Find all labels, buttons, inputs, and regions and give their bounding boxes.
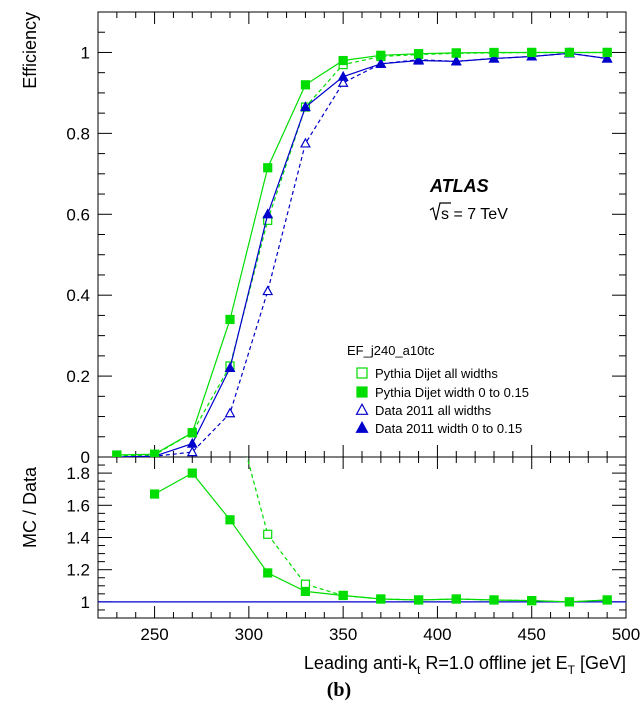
data-point [488, 52, 500, 63]
data-point [225, 515, 235, 525]
energy-value: = 7 TeV [449, 206, 508, 223]
data-point [262, 285, 274, 296]
y-tick-label: 0.2 [66, 367, 90, 386]
data-point [337, 76, 349, 87]
y-tick-label: 1.8 [66, 464, 90, 483]
x-axis-title: Leading anti-kt R=1.0 offline jet ET [Ge… [304, 653, 626, 677]
panel-label: (b) [327, 679, 351, 701]
x-axis-title-part: [GeV] [575, 653, 626, 673]
ratio-axis-title: MC / Data [20, 466, 40, 548]
energy-label: s = 7 TeV [441, 206, 508, 223]
y-tick-label: 0 [81, 448, 90, 467]
data-point [187, 428, 197, 438]
data-point [337, 70, 349, 81]
energy-variable: s [441, 206, 449, 223]
x-tick-label: 500 [612, 625, 640, 644]
y-tick-label: 0.8 [66, 124, 90, 143]
data-point [262, 208, 274, 219]
data-point [300, 137, 311, 148]
data-point [564, 597, 575, 607]
data-point [413, 54, 424, 65]
x-tick-label: 400 [423, 625, 451, 644]
data-point [451, 48, 461, 58]
y-axis-title: Efficiency [20, 12, 40, 89]
data-point [187, 468, 197, 478]
x-axis-title-subscript: t [417, 663, 421, 677]
data-point [527, 596, 537, 606]
x-tick-label: 350 [329, 625, 357, 644]
legend-item: Data 2011 width 0 to 0.15 [355, 420, 522, 436]
data-point [149, 449, 160, 457]
y-tick-label: 1 [81, 43, 90, 62]
data-point [263, 529, 273, 539]
y-tick-label: 1 [81, 593, 90, 612]
data-point [338, 590, 348, 601]
data-point [413, 49, 424, 59]
series-line [116, 51, 608, 456]
y-tick-label: 0.6 [66, 205, 90, 224]
data-point [263, 568, 273, 578]
y-tick-label: 1.2 [66, 561, 90, 580]
data-point [300, 101, 311, 112]
y-tick-label: 1.6 [66, 496, 90, 515]
data-point [376, 50, 386, 60]
x-tick-label: 450 [518, 625, 546, 644]
legend-title: EF_j240_a10tc [347, 343, 435, 358]
data-point [186, 446, 198, 457]
data-point [564, 47, 575, 58]
series-efficiency-0 [112, 47, 612, 457]
x-axis-title-subscript: T [568, 663, 576, 677]
legend-marker [356, 386, 368, 398]
legend-label: Data 2011 width 0 to 0.15 [375, 421, 522, 436]
data-point [300, 80, 311, 90]
data-point [450, 55, 462, 66]
data-point [225, 314, 235, 325]
legend-item: Pythia Dijet width 0 to 0.15 [356, 385, 529, 400]
data-point [375, 57, 387, 68]
y-tick-label: 1.4 [66, 529, 90, 548]
data-point [602, 595, 612, 605]
data-point [263, 163, 273, 173]
legend-label: Pythia Dijet width 0 to 0.15 [375, 385, 529, 400]
series-efficiency-2 [113, 47, 613, 457]
data-point [376, 594, 386, 604]
data-point [300, 586, 311, 597]
atlas-label: ATLAS [429, 176, 489, 196]
data-point [224, 362, 236, 373]
series-ratio-1 [149, 468, 612, 607]
legend-label: Pythia Dijet all widths [375, 366, 498, 381]
x-axis-title-part: R=1.0 offline jet E [420, 653, 567, 673]
legend-marker [355, 420, 369, 433]
legend-label: Data 2011 all widths [375, 403, 492, 418]
x-tick-label: 300 [235, 625, 263, 644]
series-ratio-0 [246, 457, 612, 607]
data-point [527, 47, 537, 58]
data-point [149, 489, 160, 499]
legend: EF_j240_a10tc Pythia Dijet all widths Pyth… [347, 343, 529, 436]
data-point [601, 52, 613, 63]
data-point [489, 47, 499, 58]
legend-item: Pythia Dijet all widths [356, 366, 498, 381]
y-tick-label: 0.4 [66, 286, 90, 305]
data-point [413, 595, 424, 605]
x-axis-title-part: Leading anti-k [304, 653, 418, 673]
legend-item: Data 2011 all widths [355, 402, 492, 418]
data-point [451, 594, 461, 604]
series-efficiency-1 [112, 47, 612, 457]
series-line [154, 472, 608, 603]
data-point [186, 437, 198, 448]
series-line [116, 52, 608, 457]
data-point [602, 47, 612, 58]
data-point [489, 595, 499, 605]
legend-marker [356, 367, 368, 379]
sqrt-symbol [429, 202, 451, 221]
series-efficiency-3 [113, 47, 613, 457]
data-point [338, 55, 348, 66]
data-point [224, 407, 236, 418]
data-point [112, 450, 122, 457]
legend-marker [355, 402, 369, 415]
x-tick-label: 250 [140, 625, 168, 644]
